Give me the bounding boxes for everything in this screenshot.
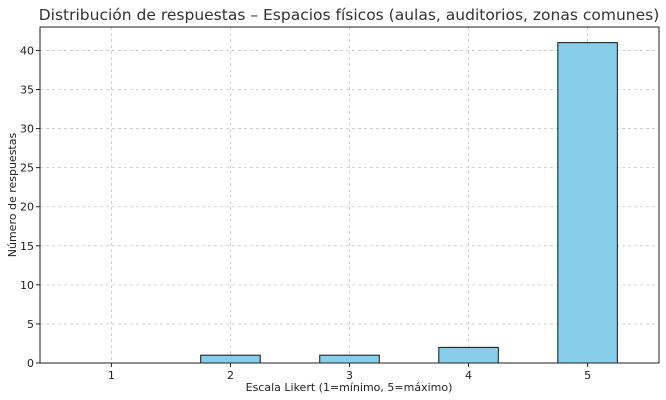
bar-3 bbox=[319, 354, 380, 364]
y-tick-label: 30 bbox=[20, 123, 34, 136]
y-tick-label: 40 bbox=[20, 44, 34, 57]
y-tick-label: 5 bbox=[27, 318, 34, 331]
bar-4 bbox=[438, 346, 499, 364]
bar-2 bbox=[200, 354, 261, 364]
x-tick-label: 4 bbox=[465, 369, 472, 382]
bar-layer bbox=[200, 42, 618, 364]
x-tick-label: 1 bbox=[108, 369, 115, 382]
grid-layer bbox=[40, 27, 659, 364]
y-tick-label: 20 bbox=[20, 201, 34, 214]
x-tick-label: 5 bbox=[584, 369, 591, 382]
axis-layer: 0 5 10 15 20 25 30 35 40 1 2 3 4 5 bbox=[20, 26, 660, 382]
x-tick-label: 2 bbox=[227, 369, 234, 382]
x-tick-label: 3 bbox=[346, 369, 353, 382]
y-tick-label: 25 bbox=[20, 162, 34, 175]
bar-5 bbox=[557, 42, 618, 364]
y-tick-label: 10 bbox=[20, 279, 34, 292]
y-tick-label: 15 bbox=[20, 240, 34, 253]
chart-title: Distribución de respuestas – Espacios fí… bbox=[39, 6, 660, 24]
plot-frame bbox=[39, 26, 660, 364]
y-axis-label: Número de respuestas bbox=[6, 133, 19, 258]
y-tick-label: 0 bbox=[27, 357, 34, 370]
y-tick-label: 35 bbox=[20, 84, 34, 97]
x-axis-label: Escala Likert (1=mínimo, 5=máximo) bbox=[246, 381, 453, 394]
